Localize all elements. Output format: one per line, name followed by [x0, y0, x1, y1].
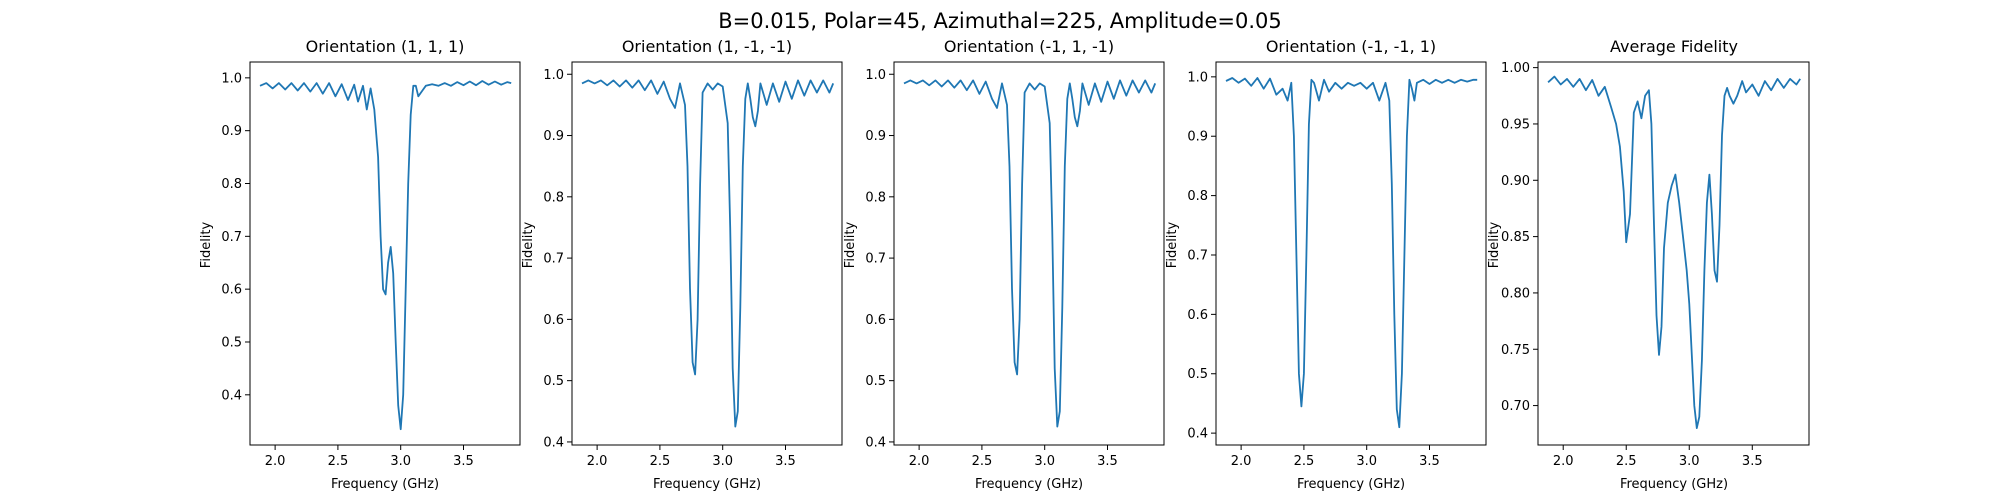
- y-axis-label: Fidelity: [1487, 221, 1502, 268]
- x-tick-label: 3.5: [1742, 454, 1763, 469]
- subplot-axes-1: 2.0 2.5 3.0 3.5 0.4 0.5 0.6 0.7 0.8 0.9 1.0: [221, 61, 521, 469]
- x-tick-label: 2.5: [650, 454, 671, 469]
- y-tick-label: 1.0: [221, 71, 242, 86]
- subplot-title: Orientation (1, -1, -1): [622, 37, 792, 56]
- x-tick-label: 2.0: [587, 454, 608, 469]
- y-tick-label: 0.5: [865, 374, 886, 389]
- y-tick-label: 0.4: [865, 435, 886, 450]
- subplot-orientation-m1-m1-1: Orientation (-1, -1, 1) Frequency (GHz) …: [1165, 37, 1436, 492]
- figure-suptitle: B=0.015, Polar=45, Azimuthal=225, Amplit…: [718, 9, 1281, 33]
- axes-frame: [571, 61, 843, 446]
- y-tick-label: 0.4: [543, 435, 564, 450]
- y-tick-label: 0.8: [865, 190, 886, 205]
- x-tick-label: 3.0: [1679, 454, 1700, 469]
- y-tick-label: 0.9: [543, 129, 564, 144]
- y-tick-label: 0.95: [1501, 117, 1530, 132]
- subplot-axes-2: 2.0 2.5 3.0 3.5 0.4 0.5 0.6 0.7 0.8 0.9 1.0: [543, 61, 843, 469]
- subplot-average-fidelity: Average Fidelity Frequency (GHz) Fidelit…: [1487, 37, 1738, 492]
- y-tick-label: 0.6: [865, 313, 886, 328]
- subplot-axes-4: 2.0 2.5 3.0 3.5 0.4 0.5 0.6 0.7 0.8 0.9 1.0: [1187, 61, 1487, 469]
- x-tick-label: 3.5: [775, 454, 796, 469]
- x-tick-label: 2.0: [1231, 454, 1252, 469]
- y-tick-label: 0.6: [1187, 308, 1208, 323]
- y-tick-label: 0.90: [1501, 174, 1530, 189]
- x-axis-label: Frequency (GHz): [975, 477, 1083, 492]
- y-tick-label: 0.9: [1187, 130, 1208, 145]
- subplot-orientation-1-m1-m1: Orientation (1, -1, -1) Frequency (GHz) …: [521, 37, 792, 492]
- y-tick-label: 0.8: [543, 190, 564, 205]
- y-tick-label: 0.6: [221, 283, 242, 298]
- subplot-title: Orientation (-1, -1, 1): [1266, 37, 1436, 56]
- y-tick-label: 0.5: [1187, 367, 1208, 382]
- y-tick-label: 0.9: [221, 124, 242, 139]
- series-line-fidelity: [1547, 75, 1801, 430]
- y-tick-label: 0.4: [221, 388, 242, 403]
- y-tick-label: 0.9: [865, 129, 886, 144]
- x-tick-label: 3.5: [1419, 454, 1440, 469]
- y-tick-label: 0.8: [1187, 189, 1208, 204]
- x-tick-label: 3.0: [712, 454, 733, 469]
- subplot-title: Orientation (1, 1, 1): [306, 37, 465, 56]
- x-tick-label: 3.5: [1097, 454, 1118, 469]
- y-tick-label: 0.70: [1501, 399, 1530, 414]
- x-tick-label: 2.5: [1616, 454, 1637, 469]
- y-axis-label: Fidelity: [199, 221, 214, 268]
- y-axis-label: Fidelity: [843, 221, 858, 268]
- y-tick-label: 0.7: [865, 252, 886, 267]
- series-line-fidelity: [581, 79, 835, 428]
- y-tick-label: 0.4: [1187, 427, 1208, 442]
- axes-frame: [1537, 61, 1810, 446]
- y-tick-label: 0.5: [221, 335, 242, 350]
- y-axis-label: Fidelity: [521, 221, 536, 268]
- y-tick-label: 0.8: [221, 177, 242, 192]
- x-tick-label: 2.0: [909, 454, 930, 469]
- x-tick-label: 3.0: [1034, 454, 1055, 469]
- y-tick-label: 0.6: [543, 313, 564, 328]
- y-tick-label: 0.85: [1501, 230, 1530, 245]
- series-line-fidelity: [1225, 77, 1478, 429]
- y-tick-label: 0.80: [1501, 286, 1530, 301]
- y-tick-label: 0.7: [221, 230, 242, 245]
- y-tick-label: 0.5: [543, 374, 564, 389]
- x-axis-label: Frequency (GHz): [653, 477, 761, 492]
- subplot-axes-3: 2.0 2.5 3.0 3.5 0.4 0.5 0.6 0.7 0.8 0.9 1.0: [865, 61, 1165, 469]
- x-tick-label: 2.5: [328, 454, 349, 469]
- subplot-axes-5: 2.0 2.5 3.0 3.5 0.70 0.75 0.80 0.85 0.90 0.95 1.00: [1501, 61, 1810, 469]
- y-tick-label: 0.7: [543, 252, 564, 267]
- x-tick-label: 3.5: [453, 454, 474, 469]
- series-line-fidelity: [259, 80, 512, 431]
- x-tick-label: 3.0: [1356, 454, 1377, 469]
- x-tick-label: 2.5: [972, 454, 993, 469]
- subplot-orientation-m1-1-m1: Orientation (-1, 1, -1) Frequency (GHz) …: [843, 37, 1114, 492]
- y-tick-label: 1.0: [865, 68, 886, 83]
- y-axis-label: Fidelity: [1165, 221, 1180, 268]
- x-tick-label: 2.0: [265, 454, 286, 469]
- x-axis-label: Frequency (GHz): [1297, 477, 1405, 492]
- y-tick-label: 1.00: [1501, 61, 1530, 76]
- series-line-fidelity: [903, 79, 1157, 428]
- axes-frame: [1215, 61, 1487, 446]
- axes-frame: [893, 61, 1165, 446]
- y-tick-label: 0.75: [1501, 343, 1530, 358]
- y-tick-label: 1.0: [1187, 70, 1208, 85]
- x-tick-label: 2.0: [1553, 454, 1574, 469]
- y-tick-label: 1.0: [543, 68, 564, 83]
- x-tick-label: 3.0: [390, 454, 411, 469]
- subplot-orientation-1-1-1: Orientation (1, 1, 1) Frequency (GHz) Fi…: [199, 37, 464, 492]
- axes-frame: [249, 61, 521, 446]
- x-tick-label: 2.5: [1294, 454, 1315, 469]
- subplot-title: Orientation (-1, 1, -1): [944, 37, 1114, 56]
- x-axis-label: Frequency (GHz): [331, 477, 439, 492]
- y-tick-label: 0.7: [1187, 248, 1208, 263]
- x-axis-label: Frequency (GHz): [1620, 477, 1728, 492]
- subplot-title: Average Fidelity: [1610, 37, 1738, 56]
